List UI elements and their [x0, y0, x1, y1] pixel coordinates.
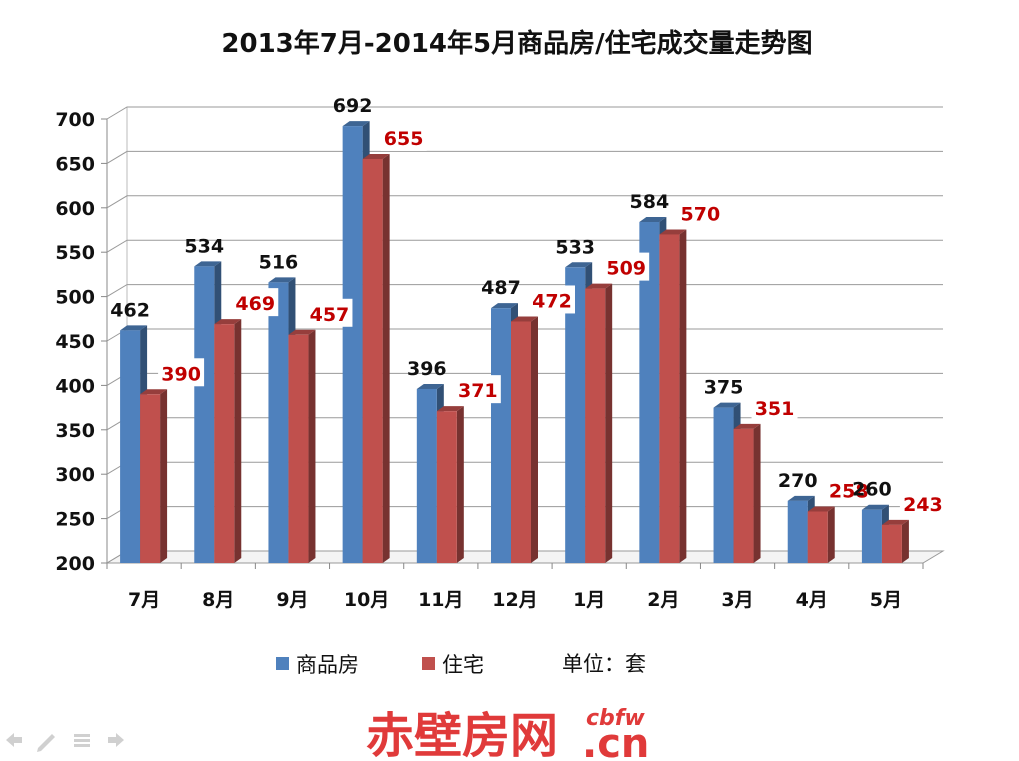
data-label-series-1: 260 — [852, 479, 892, 501]
watermark-brand: 赤壁房网 — [366, 708, 558, 761]
y-tick-label: 450 — [55, 331, 95, 353]
x-tick-label: 12月 — [492, 589, 537, 611]
data-label-series-2: 371 — [458, 380, 498, 402]
chart-title: 2013年7月-2014年5月商品房/住宅成交量走势图 — [221, 28, 812, 59]
menu-icon[interactable] — [74, 734, 90, 747]
data-label-series-2: 457 — [310, 304, 350, 326]
x-tick-label: 2月 — [647, 589, 679, 611]
bar-住宅 — [659, 229, 687, 563]
x-tick-label: 8月 — [202, 589, 234, 611]
y-tick-label: 350 — [55, 420, 95, 442]
x-tick-label: 9月 — [276, 589, 308, 611]
x-tick-label: 10月 — [344, 589, 389, 611]
y-tick-label: 300 — [55, 464, 95, 486]
y-tick-label: 600 — [55, 198, 95, 220]
prev-arrow-icon[interactable] — [6, 733, 22, 747]
data-label-series-2: 472 — [532, 290, 572, 312]
data-label-series-1: 692 — [333, 95, 373, 117]
legend-label-series-1: 商品房 — [296, 653, 359, 677]
bars — [120, 121, 909, 563]
data-label-series-1: 487 — [481, 277, 521, 299]
watermark-logo: 赤壁房网 cbfw .cn — [366, 706, 649, 761]
data-label-series-1: 516 — [259, 251, 299, 273]
watermark-domain-bottom: .cn — [582, 721, 649, 761]
y-tick-label: 400 — [55, 375, 95, 397]
bar-住宅 — [881, 519, 909, 563]
y-tick-label: 500 — [55, 287, 95, 309]
x-tick-label: 5月 — [870, 589, 902, 611]
bar-住宅 — [140, 389, 168, 563]
data-label-series-1: 270 — [778, 470, 818, 492]
data-labels: 462 390 534 469 516 457 692 655 396 371 487 472 533 5… — [110, 95, 946, 517]
data-label-series-2: 243 — [903, 494, 943, 516]
x-tick-label: 11月 — [418, 589, 463, 611]
data-label-series-2: 509 — [606, 258, 646, 280]
y-tick-label: 250 — [55, 509, 95, 531]
bar-住宅 — [362, 153, 390, 563]
pen-icon[interactable] — [37, 734, 55, 752]
bar-住宅 — [807, 506, 835, 563]
data-label-series-1: 375 — [704, 377, 744, 399]
y-tick-label: 550 — [55, 242, 95, 264]
data-label-series-2: 258 — [829, 480, 869, 502]
bar-住宅 — [733, 423, 761, 563]
x-tick-label: 4月 — [796, 589, 828, 611]
x-tick-label: 3月 — [721, 589, 753, 611]
legend-swatch-series-1 — [276, 657, 289, 670]
unit-label: 单位：套 — [562, 652, 646, 676]
bar-住宅 — [436, 406, 464, 563]
data-label-series-2: 351 — [755, 398, 795, 420]
bar-住宅 — [585, 283, 613, 563]
bar-住宅 — [288, 329, 316, 563]
y-tick-label: 650 — [55, 153, 95, 175]
data-label-series-2: 570 — [681, 203, 721, 225]
data-label-series-1: 533 — [555, 236, 595, 258]
data-label-series-1: 396 — [407, 358, 447, 380]
data-label-series-1: 462 — [110, 299, 150, 321]
bar-住宅 — [511, 316, 538, 563]
y-tick-label: 700 — [55, 109, 95, 131]
legend-label-series-2: 住宅 — [442, 653, 484, 677]
data-label-series-2: 469 — [235, 293, 275, 315]
legend-swatch-series-2 — [422, 657, 435, 670]
bar-住宅 — [214, 319, 242, 563]
legend: 商品房 住宅 单位：套 — [276, 652, 646, 677]
data-label-series-2: 655 — [384, 128, 424, 150]
x-tick-label: 7月 — [128, 589, 160, 611]
y-tick-label: 200 — [55, 553, 95, 575]
slide-nav — [6, 733, 124, 752]
watermark-domain-top: cbfw — [586, 706, 645, 731]
data-label-series-1: 534 — [184, 235, 224, 257]
next-arrow-icon[interactable] — [108, 733, 124, 747]
x-axis-labels: 7月 8月 9月 10月 11月 12月 1月 2月 3月 4月 5月 — [128, 589, 902, 611]
data-label-series-2: 390 — [161, 363, 201, 385]
y-axis-ticks: 200 250 300 350 400 450 500 550 600 650 700 — [55, 109, 95, 575]
x-tick-label: 1月 — [573, 589, 605, 611]
data-label-series-1: 584 — [630, 191, 670, 213]
